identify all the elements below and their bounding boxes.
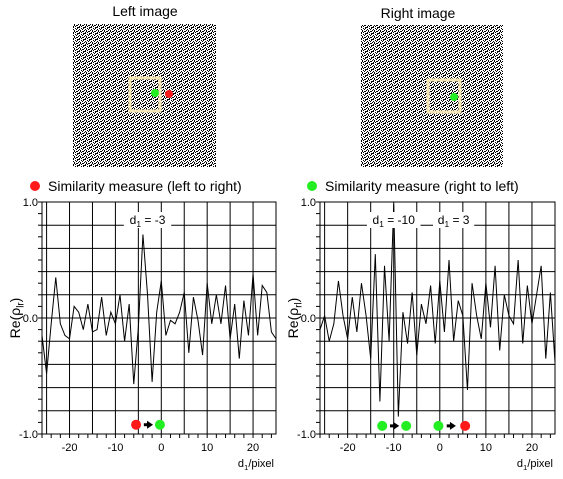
- left-image-panel: Left image: [73, 3, 216, 167]
- x-tick-label: -20: [340, 442, 356, 454]
- arrow-head: [147, 420, 154, 429]
- x-tick-label: -10: [107, 442, 123, 454]
- y-tick-label: 0.0: [301, 313, 316, 325]
- left-red-point: [165, 90, 173, 98]
- right-legend: Similarity measure (right to left): [307, 178, 519, 194]
- annotation-label: d1 = -10: [373, 213, 416, 229]
- point-marker: [401, 420, 412, 431]
- y-tick-label: 0.0: [23, 313, 38, 325]
- right-search-window: [426, 78, 462, 114]
- y-tick-label: 1.0: [301, 197, 316, 209]
- right-image-title: Right image: [381, 5, 456, 21]
- series-line: [41, 234, 277, 385]
- point-marker: [377, 420, 388, 431]
- point-marker: [433, 420, 444, 431]
- x-tick-label: 0: [158, 442, 164, 454]
- chart-left-to-right: -1.0 0.0 1.0 -20 -10 0 10 20 d1 = -3 Re(ρlr) d1/pi…: [7, 197, 277, 472]
- y-tick-label: -1.0: [297, 429, 316, 441]
- annotation-bg: [433, 212, 475, 228]
- legend-left-text: Similarity measure (left to right): [48, 178, 242, 194]
- point-marker: [154, 419, 165, 430]
- annotation-bg: [366, 212, 421, 228]
- series-line: [319, 204, 556, 417]
- x-tick-label: -10: [386, 442, 402, 454]
- x-tick-label: 20: [247, 442, 259, 454]
- left-search-window: [128, 76, 162, 113]
- x-tick-label: 10: [480, 442, 492, 454]
- left-green-point: [151, 89, 159, 97]
- x-axis-label: d1/pixel: [517, 458, 553, 472]
- y-tick-label: -1.0: [19, 429, 38, 441]
- legend-right-text: Similarity measure (right to left): [325, 178, 519, 194]
- chart-right-to-left: -1.0 0.0 1.0 -20 -10 0 10 20 d1 = -10 d1 = 3 Re(ρr…: [285, 197, 556, 472]
- y-tick-label: 1.0: [23, 197, 38, 209]
- x-tick-label: 20: [526, 442, 538, 454]
- point-marker: [460, 420, 471, 431]
- legend-green-marker: [307, 181, 317, 191]
- left-legend: Similarity measure (left to right): [30, 178, 242, 194]
- arrow-head: [393, 421, 400, 430]
- right-green-point: [450, 93, 458, 101]
- x-tick-label: 10: [201, 442, 213, 454]
- point-marker: [131, 419, 142, 430]
- annotation-bg: [123, 212, 172, 228]
- arrow-head: [449, 421, 456, 430]
- legend-red-marker: [30, 181, 40, 191]
- left-random-dot-image: [73, 24, 216, 167]
- x-tick-label: 0: [437, 442, 443, 454]
- right-random-dot-image: [361, 25, 503, 167]
- y-axis-label: Re(ρlr): [7, 298, 27, 339]
- annotation-label: d1 = 3: [438, 213, 470, 229]
- x-axis-label: d1/pixel: [238, 458, 274, 472]
- right-image-panel: Right image: [361, 5, 503, 167]
- y-axis-label: Re(ρrl): [285, 298, 305, 339]
- left-image-title: Left image: [112, 3, 178, 19]
- x-tick-label: -20: [62, 442, 78, 454]
- annotation-label: d1 = -3: [130, 213, 166, 229]
